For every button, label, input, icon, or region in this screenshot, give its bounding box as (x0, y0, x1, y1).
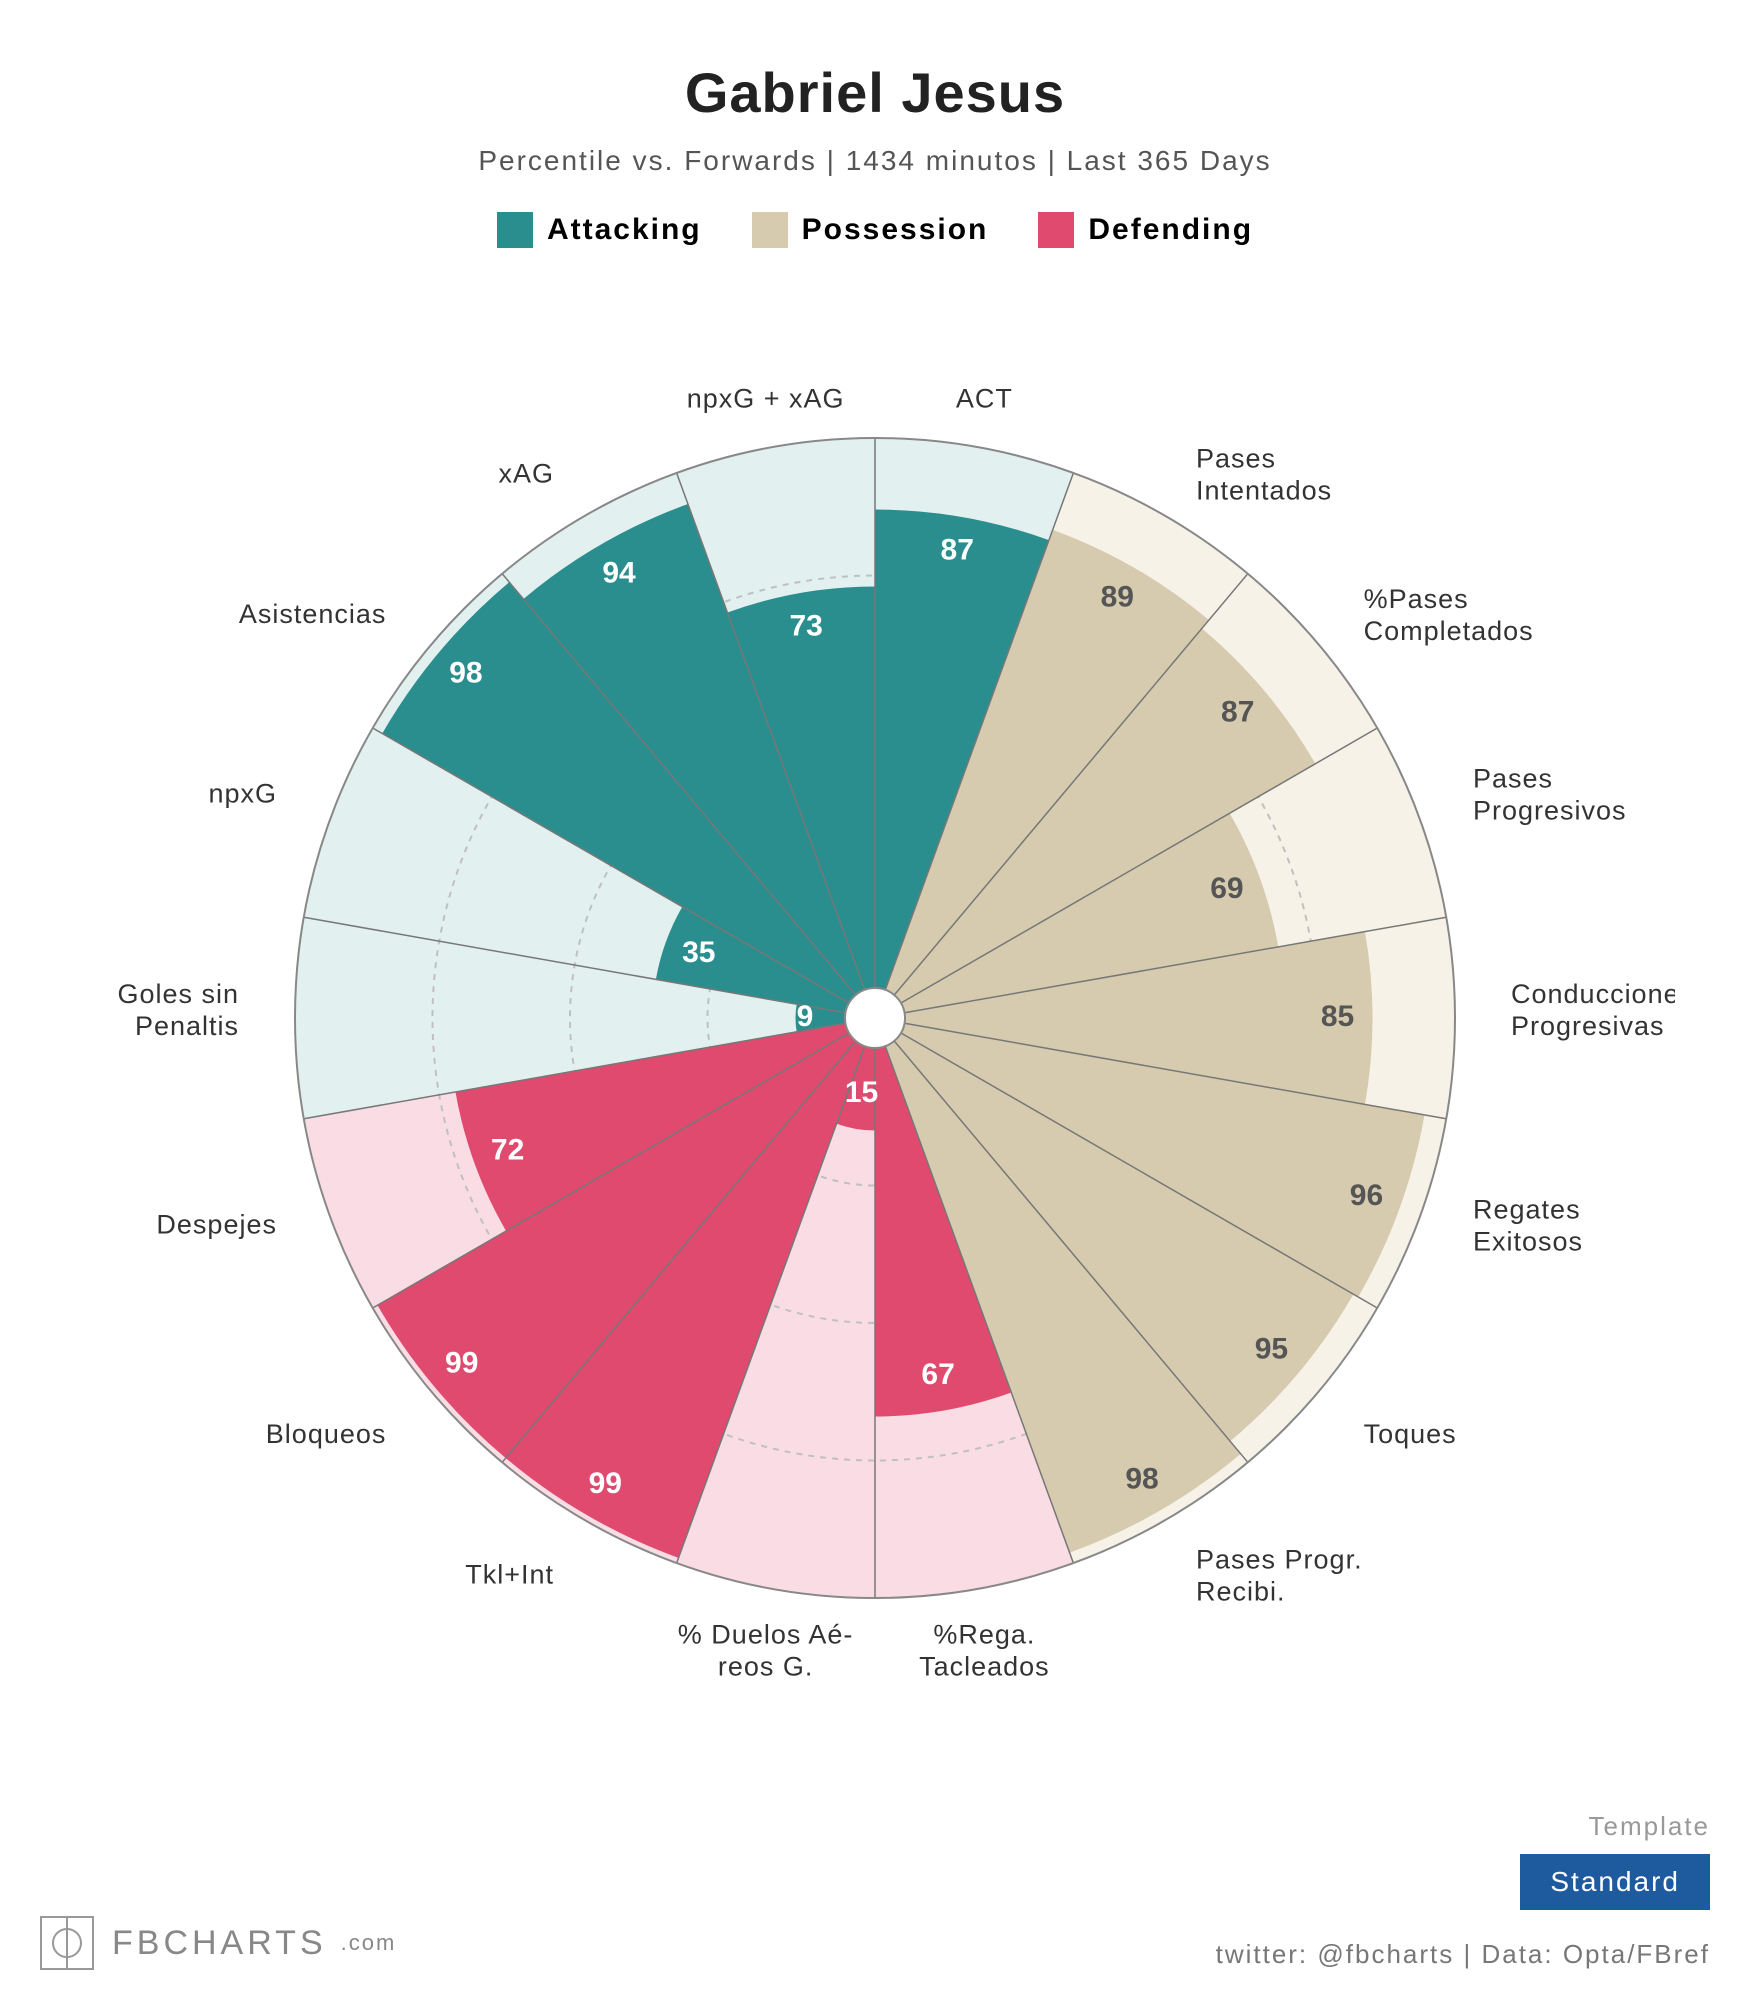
segment-label: Asistencias (239, 599, 387, 629)
center-hole (845, 988, 905, 1048)
segment-label: ACT (956, 384, 1013, 414)
segment-label: RegatesExitosos (1473, 1194, 1583, 1256)
segment-value: 99 (589, 1467, 622, 1500)
segment-value: 95 (1255, 1333, 1288, 1366)
brand-text: FBCHARTS (112, 1924, 327, 1963)
segment-label: Pases Progr.Recibi. (1196, 1545, 1363, 1607)
chart-subtitle: Percentile vs. Forwards | 1434 minutos |… (40, 145, 1710, 177)
segment-value: 35 (682, 936, 715, 969)
legend-label: Possession (802, 213, 989, 247)
segment-value: 98 (449, 657, 482, 690)
segment-value: 89 (1101, 580, 1134, 613)
segment-label: % Duelos Aé-reos G. (678, 1619, 854, 1681)
segment-label: Tkl+Int (465, 1560, 554, 1590)
legend-label: Attacking (547, 213, 702, 247)
legend-swatch (497, 212, 533, 248)
chart-title: Gabriel Jesus (40, 60, 1710, 125)
segment-value: 87 (1221, 696, 1254, 729)
segment-label: %Rega.Tacleados (919, 1619, 1050, 1681)
legend-item: Defending (1038, 212, 1253, 248)
legend-swatch (752, 212, 788, 248)
segment-value: 96 (1350, 1179, 1383, 1212)
legend-swatch (1038, 212, 1074, 248)
segment-value: 69 (1210, 872, 1243, 905)
footer-credits: twitter: @fbcharts | Data: Opta/FBref (1216, 1939, 1710, 1970)
segment-label: xAG (498, 458, 554, 488)
segment-label: PasesIntentados (1196, 443, 1332, 505)
segment-value: 85 (1321, 1000, 1354, 1033)
polar-chart: 87 89 87 69 85 96 95 98 67 15 99 99 72 9 35 98 94 73 ACT Pa… (75, 278, 1675, 1798)
legend-item: Possession (752, 212, 989, 248)
template-badge[interactable]: Standard (1520, 1854, 1710, 1910)
segment-value: 9 (797, 1000, 814, 1033)
segment-value: 98 (1125, 1462, 1158, 1495)
segment-value: 94 (602, 557, 636, 590)
brand-logo-icon (40, 1916, 94, 1970)
legend-label: Defending (1088, 213, 1253, 247)
segment-value: 73 (789, 609, 822, 642)
segment-label: npxG + xAG (687, 384, 845, 414)
segment-label: Toques (1364, 1419, 1457, 1449)
segment-value: 72 (491, 1134, 524, 1167)
brand: FBCHARTS .com (40, 1916, 396, 1970)
brand-suffix: .com (341, 1930, 397, 1956)
segment-value: 99 (445, 1347, 478, 1380)
segment-label: Despejes (156, 1209, 277, 1239)
segment-value: 15 (845, 1076, 878, 1109)
segment-value: 87 (941, 534, 974, 567)
segment-label: PasesProgresivos (1473, 764, 1627, 826)
legend-item: Attacking (497, 212, 702, 248)
segment-label: Bloqueos (266, 1419, 387, 1449)
legend: Attacking Possession Defending (40, 212, 1710, 248)
segment-label: npxG (208, 779, 277, 809)
segment-label: Goles sinPenaltis (117, 979, 239, 1041)
segment-label: %PasesCompletados (1364, 584, 1534, 646)
template-label: Template (1520, 1811, 1710, 1842)
segment-label: ConduccionesProgresivas (1511, 979, 1675, 1041)
segment-value: 67 (921, 1358, 954, 1391)
